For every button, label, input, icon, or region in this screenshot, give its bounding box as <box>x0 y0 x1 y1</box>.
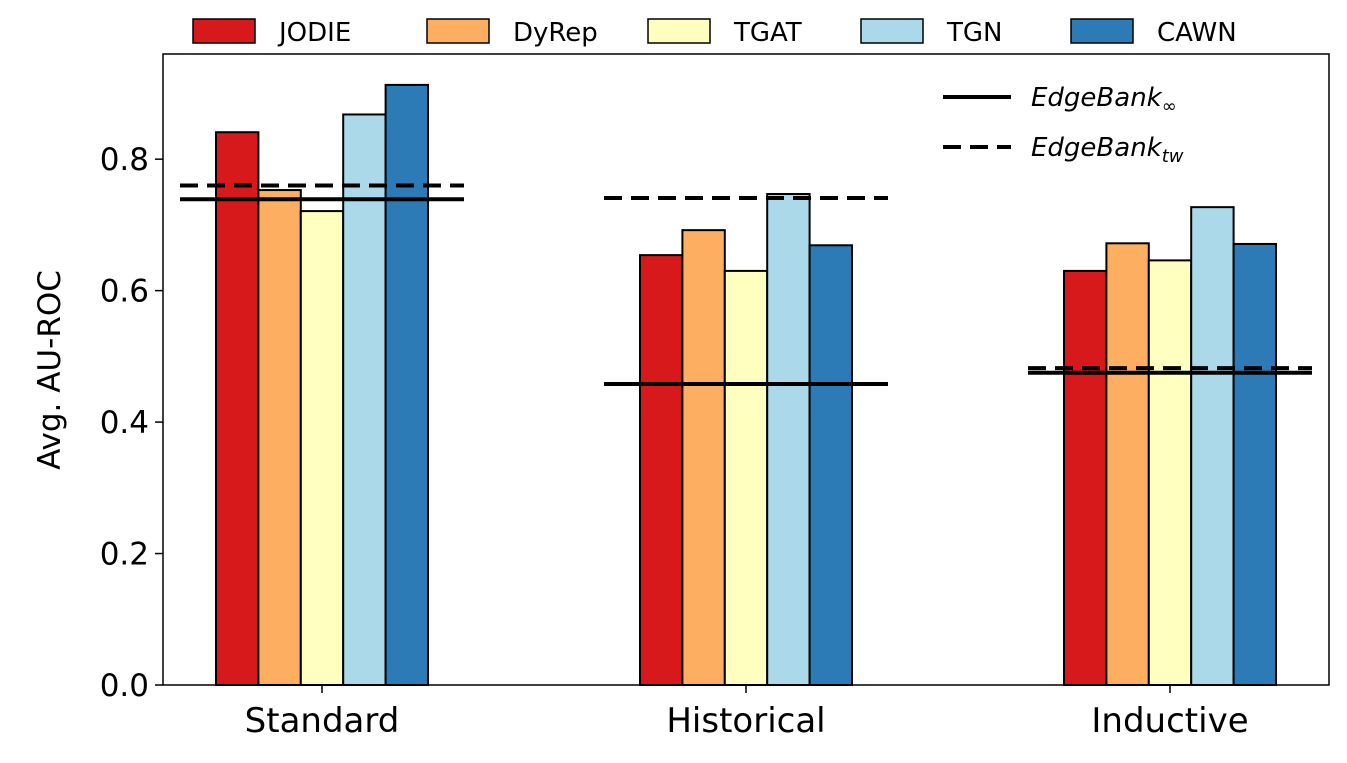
bar-jodie-inductive <box>1063 269 1108 686</box>
edgebank-subscript: tw <box>1162 146 1184 167</box>
bar-jodie-standard <box>215 131 260 686</box>
bar-tgn-inductive <box>1190 206 1235 686</box>
legend-edgebank-inf-label: EdgeBank∞ <box>1031 83 1177 117</box>
y-tick-label: 0.6 <box>100 274 149 310</box>
bar-dyrep-standard <box>257 189 302 686</box>
bar-jodie-historical <box>639 254 684 686</box>
legend-label-tgn: TGN <box>946 18 1002 48</box>
bar-dyrep-historical <box>681 229 726 686</box>
legend-label-tgat: TGAT <box>733 18 802 48</box>
legend-swatch-tgat <box>647 18 711 44</box>
bar-dyrep-inductive <box>1105 242 1150 687</box>
bar-tgn-standard <box>342 113 387 687</box>
bar-cawn-inductive <box>1232 242 1277 686</box>
legend-swatch-jodie <box>192 18 256 44</box>
legend-label-dyrep: DyRep <box>513 18 598 48</box>
y-tick-label: 0.0 <box>100 668 149 704</box>
bar-tgat-standard <box>299 210 345 686</box>
y-tick-label: 0.8 <box>100 142 149 178</box>
bar-cawn-standard <box>384 83 430 687</box>
bar-tgat-historical <box>723 269 769 686</box>
x-tick-label: Historical <box>666 701 825 741</box>
y-tick-label: 0.4 <box>100 405 149 441</box>
bar-tgat-inductive <box>1147 259 1193 686</box>
edgebank-name: EdgeBank <box>1031 83 1163 113</box>
legend-swatch-cawn <box>1070 18 1134 44</box>
x-tick-label: Inductive <box>1091 701 1248 741</box>
legend-label-jodie: JODIE <box>277 18 351 48</box>
y-axis-label: Avg. AU-ROC <box>32 270 68 470</box>
bar-cawn-historical <box>808 244 853 686</box>
legend-label-cawn: CAWN <box>1157 18 1237 48</box>
legend-swatch-dyrep <box>426 18 490 44</box>
edgebank-name: EdgeBank <box>1031 133 1163 163</box>
x-tick-label: Standard <box>245 701 400 741</box>
edgebank-subscript: ∞ <box>1162 96 1177 117</box>
y-tick-label: 0.2 <box>100 537 149 573</box>
legend-edgebank-tw-label: EdgeBanktw <box>1031 133 1184 167</box>
bar-tgn-historical <box>766 193 811 687</box>
legend-swatch-tgn <box>860 18 924 44</box>
